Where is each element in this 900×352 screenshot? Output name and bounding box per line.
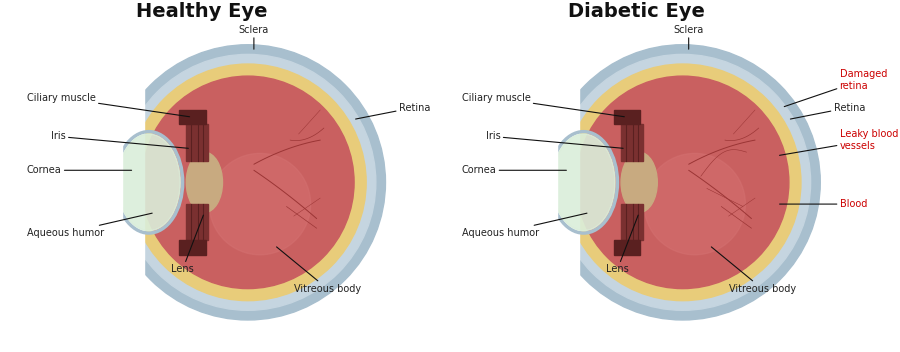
Title: Diabetic Eye: Diabetic Eye: [568, 2, 706, 21]
FancyBboxPatch shape: [621, 124, 643, 161]
Circle shape: [545, 45, 820, 320]
Bar: [3, 25, 144, 339]
Circle shape: [576, 76, 789, 289]
Text: Ciliary muscle: Ciliary muscle: [462, 93, 625, 117]
FancyBboxPatch shape: [621, 204, 643, 240]
FancyBboxPatch shape: [179, 110, 205, 124]
Text: Vitreous body: Vitreous body: [711, 247, 796, 294]
Circle shape: [130, 64, 366, 301]
Ellipse shape: [553, 134, 615, 231]
Ellipse shape: [621, 152, 657, 213]
Text: Sclera: Sclera: [238, 25, 269, 49]
Circle shape: [120, 55, 376, 310]
Text: Retina: Retina: [356, 102, 430, 119]
Circle shape: [110, 45, 385, 320]
Circle shape: [564, 64, 801, 301]
Text: Ciliary muscle: Ciliary muscle: [27, 93, 190, 117]
Bar: [3, 25, 122, 339]
Title: Healthy Eye: Healthy Eye: [136, 2, 267, 21]
Circle shape: [644, 153, 745, 255]
Bar: [437, 25, 579, 339]
Text: Cornea: Cornea: [462, 165, 566, 175]
Text: Leaky blood
vessels: Leaky blood vessels: [779, 129, 898, 155]
Text: Iris: Iris: [486, 132, 623, 148]
Circle shape: [209, 153, 310, 255]
Text: Blood: Blood: [779, 199, 867, 209]
FancyBboxPatch shape: [614, 240, 641, 255]
Ellipse shape: [118, 134, 180, 231]
Text: Cornea: Cornea: [27, 165, 131, 175]
Text: Retina: Retina: [790, 102, 865, 119]
Text: Lens: Lens: [171, 215, 203, 274]
FancyBboxPatch shape: [179, 240, 205, 255]
Text: Iris: Iris: [51, 132, 188, 148]
Ellipse shape: [186, 152, 222, 213]
FancyBboxPatch shape: [186, 204, 208, 240]
Text: Damaged
retina: Damaged retina: [784, 69, 887, 107]
FancyBboxPatch shape: [186, 124, 208, 161]
FancyBboxPatch shape: [614, 110, 641, 124]
Text: Lens: Lens: [606, 215, 638, 274]
Circle shape: [554, 55, 811, 310]
Bar: [437, 25, 557, 339]
Text: Aqueous humor: Aqueous humor: [462, 213, 587, 238]
Text: Vitreous body: Vitreous body: [276, 247, 361, 294]
Text: Aqueous humor: Aqueous humor: [27, 213, 152, 238]
Text: Sclera: Sclera: [673, 25, 704, 49]
Circle shape: [141, 76, 354, 289]
